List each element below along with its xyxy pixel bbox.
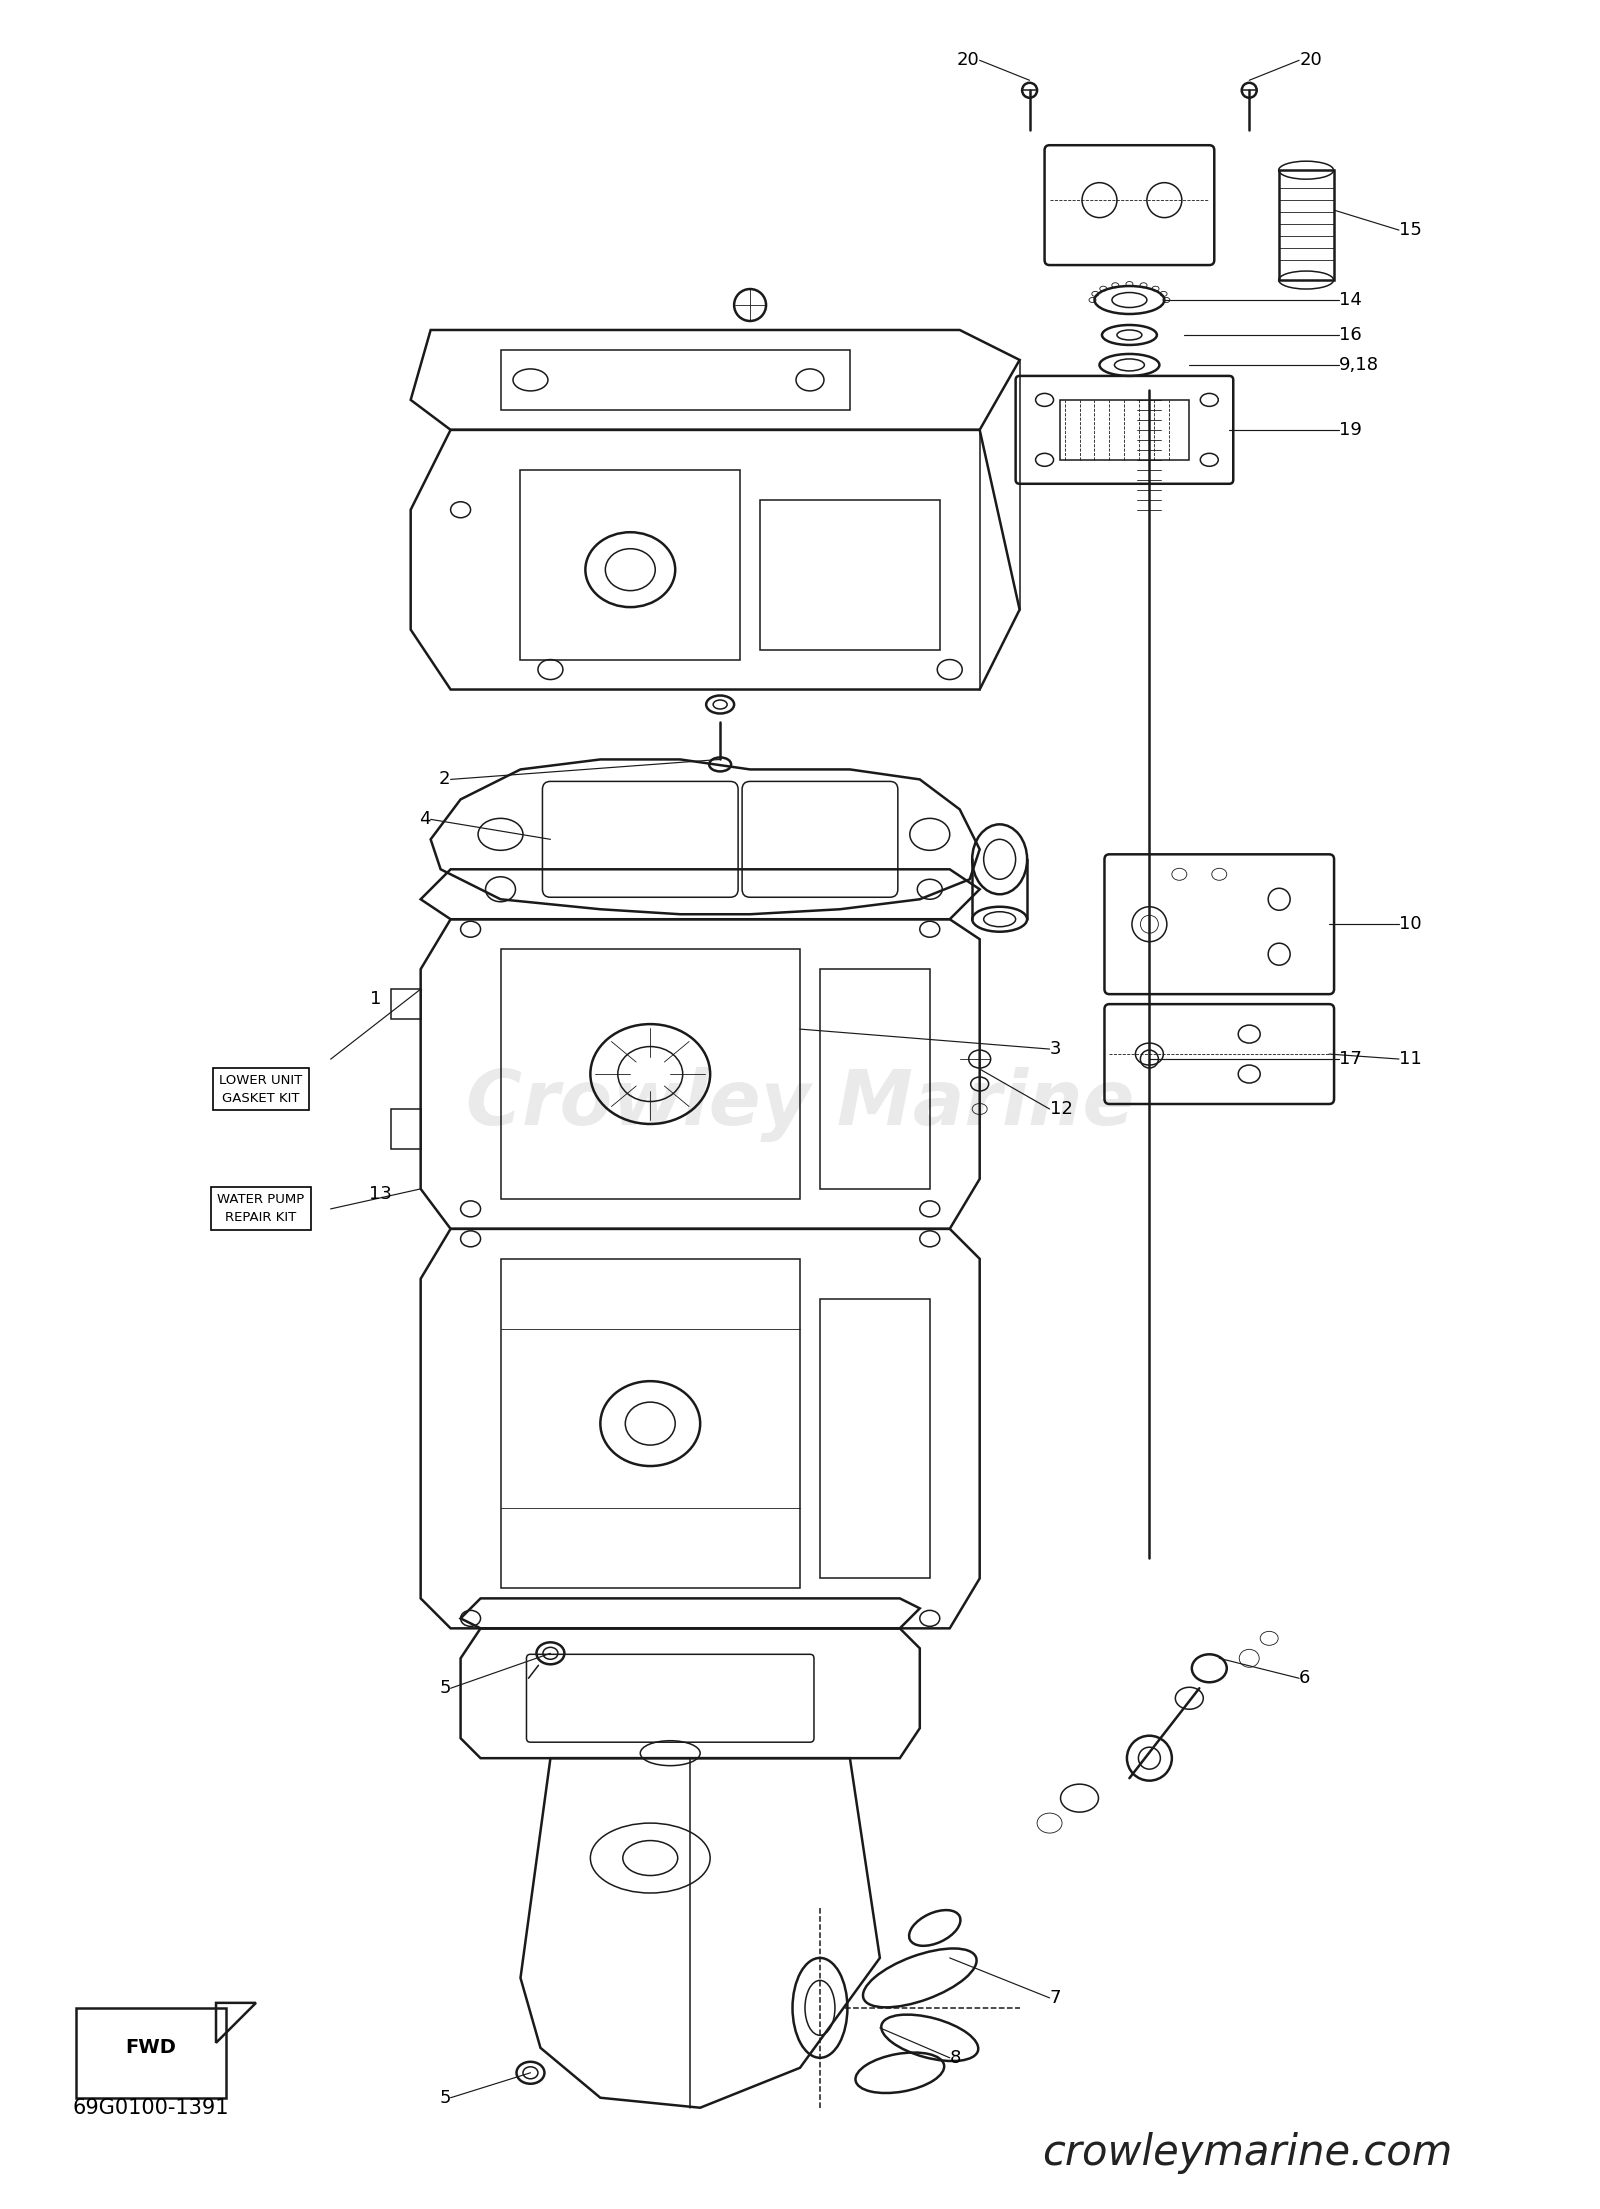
Text: 19: 19 (1339, 422, 1362, 440)
Bar (520, 471, 741, 660)
Text: WATER PUMP
REPAIR KIT: WATER PUMP REPAIR KIT (218, 1193, 304, 1224)
Text: LOWER UNIT
GASKET KIT: LOWER UNIT GASKET KIT (219, 1074, 302, 1104)
Bar (501, 1259, 800, 1588)
Text: 17: 17 (1339, 1049, 1362, 1069)
Text: 10: 10 (1398, 915, 1421, 932)
Bar (1059, 400, 1189, 459)
Text: 14: 14 (1339, 292, 1362, 309)
Text: 6: 6 (1299, 1670, 1310, 1688)
Bar (1278, 170, 1334, 281)
Bar (77, 2008, 226, 2099)
Text: 9,18: 9,18 (1339, 356, 1379, 373)
Text: 16: 16 (1339, 327, 1362, 345)
Text: 7: 7 (1050, 1988, 1061, 2006)
Text: 20: 20 (1299, 51, 1322, 68)
Text: 20: 20 (957, 51, 979, 68)
Text: 8: 8 (950, 2048, 962, 2068)
Text: 5: 5 (438, 2090, 451, 2107)
Text: 15: 15 (1398, 221, 1422, 239)
Text: 3: 3 (1050, 1040, 1061, 1058)
Text: 4: 4 (419, 811, 430, 828)
Text: 13: 13 (370, 1184, 392, 1204)
Text: 2: 2 (438, 771, 451, 789)
Text: Crowley Marine: Crowley Marine (466, 1067, 1134, 1142)
Bar (819, 1299, 930, 1579)
Bar (501, 950, 800, 1199)
Text: crowleymarine.com: crowleymarine.com (1042, 2132, 1453, 2174)
Bar (819, 970, 930, 1188)
Bar (501, 349, 850, 411)
Text: 5: 5 (438, 1679, 451, 1697)
Text: 12: 12 (1050, 1100, 1072, 1118)
Text: 11: 11 (1398, 1049, 1422, 1069)
Bar (760, 499, 939, 649)
Text: FWD: FWD (126, 2039, 176, 2057)
Text: 1: 1 (370, 990, 381, 1007)
Text: 69G0100-1391: 69G0100-1391 (74, 2099, 229, 2118)
